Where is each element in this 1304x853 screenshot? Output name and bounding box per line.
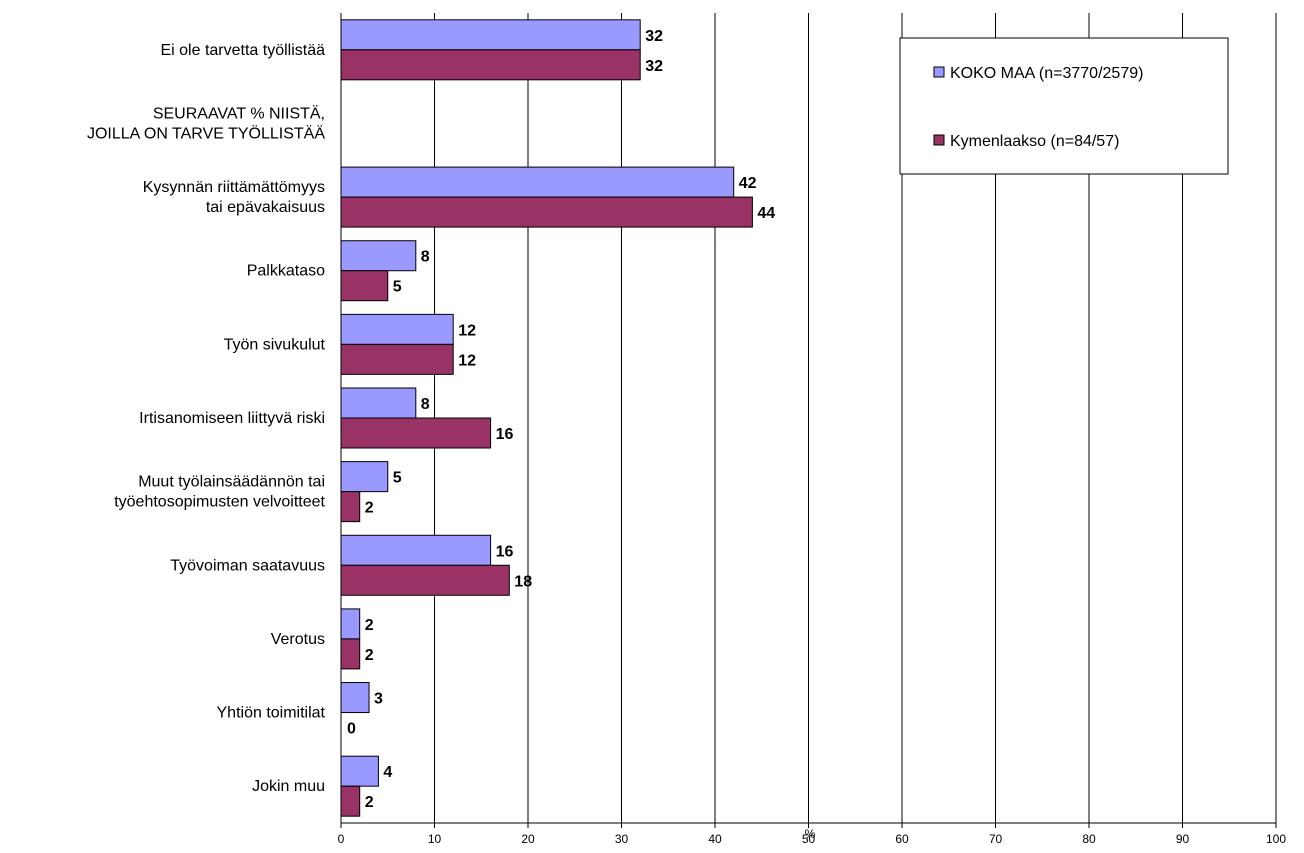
bar-value-label: 2 <box>365 647 374 664</box>
x-tick-label: 50 <box>802 832 816 846</box>
category-label: Jokin muu <box>252 778 325 795</box>
x-tick-label: 80 <box>1082 832 1096 846</box>
bar-value-label: 5 <box>393 470 402 487</box>
x-axis-ticks: 0 10 20 30 40 50 60 70 80 90 100 <box>338 823 1286 846</box>
bar-value-label: 32 <box>645 58 663 75</box>
bar-value-label: 2 <box>365 617 374 634</box>
legend-swatch <box>933 134 945 146</box>
category-label: Työn sivukulut <box>224 336 326 353</box>
bar <box>340 343 454 375</box>
category-label: Ei ole tarvetta työllistää <box>160 42 325 59</box>
bar <box>340 608 361 640</box>
bar-value-label: 8 <box>421 249 430 266</box>
bar-value-label: 42 <box>739 175 757 192</box>
category-label: Muut työlainsäädännön tai työehtosopimust… <box>114 474 325 511</box>
bar <box>340 564 510 596</box>
bar <box>340 49 641 81</box>
legend-swatch <box>933 66 945 78</box>
bar-value-label: 4 <box>383 764 392 781</box>
bar <box>340 534 492 566</box>
x-tick-label: 0 <box>338 832 345 846</box>
x-tick-label: 10 <box>428 832 442 846</box>
bar <box>340 682 370 714</box>
bar-value-label: 32 <box>645 28 663 45</box>
x-tick-label: 20 <box>521 832 535 846</box>
bar-value-label: 8 <box>421 396 430 413</box>
bar <box>340 19 641 51</box>
legend-box <box>899 37 1229 175</box>
bar <box>340 166 735 198</box>
bar <box>340 638 361 670</box>
bar <box>340 270 389 302</box>
x-tick-label: 70 <box>989 832 1003 846</box>
bar <box>340 196 753 228</box>
x-tick-label: 60 <box>895 832 909 846</box>
bar-value-label: 3 <box>374 691 383 708</box>
bar-value-label: 44 <box>757 205 775 222</box>
bar <box>340 313 454 345</box>
bar <box>340 417 492 449</box>
category-label: Työvoiman saatavuus <box>170 557 325 574</box>
category-label: Irtisanomiseen liittyvä riski <box>139 410 325 427</box>
x-tick-label: 30 <box>615 832 629 846</box>
x-tick-label: 40 <box>708 832 722 846</box>
x-tick-label: 90 <box>1176 832 1190 846</box>
bar <box>340 755 379 787</box>
bar <box>340 387 417 419</box>
axis-lines <box>340 13 1276 824</box>
bar-value-label: 18 <box>514 573 532 590</box>
bar <box>340 785 361 817</box>
legend-entry: KOKO MAA (n=3770/2579) <box>950 65 1143 82</box>
bar-value-label: 16 <box>496 543 514 560</box>
bar <box>340 240 417 272</box>
bar <box>340 491 361 523</box>
bar-value-label: 2 <box>365 500 374 517</box>
x-axis-label: % <box>805 827 816 841</box>
category-label: Palkkataso <box>247 263 325 280</box>
bar-value-label: 12 <box>458 352 476 369</box>
bar-value-label: 2 <box>365 794 374 811</box>
bar <box>340 461 389 493</box>
bar-value-label: 0 <box>347 721 356 738</box>
bars <box>340 19 753 817</box>
category-label: Kysynnän riittämättömyys tai epävakaisuus <box>143 179 325 216</box>
x-tick-label: 100 <box>1266 832 1286 846</box>
bar-value-label: 16 <box>496 426 514 443</box>
bar-value-label: 5 <box>393 279 402 296</box>
bar-value-label: 12 <box>458 322 476 339</box>
category-label: Verotus <box>271 631 325 648</box>
legend-entry: Kymenlaakso (n=84/57) <box>950 133 1119 150</box>
category-label: Yhtiön toimitilat <box>217 705 326 722</box>
category-label: SEURAAVAT % NIISTÄ, JOILLA ON TARVE TYÖLL… <box>87 104 325 142</box>
legend: KOKO MAA (n=3770/2579) Kymenlaakso (n=84/… <box>899 37 1229 175</box>
category-labels: Ei ole tarvetta työllistää SEURAAVAT % NI… <box>87 42 326 795</box>
